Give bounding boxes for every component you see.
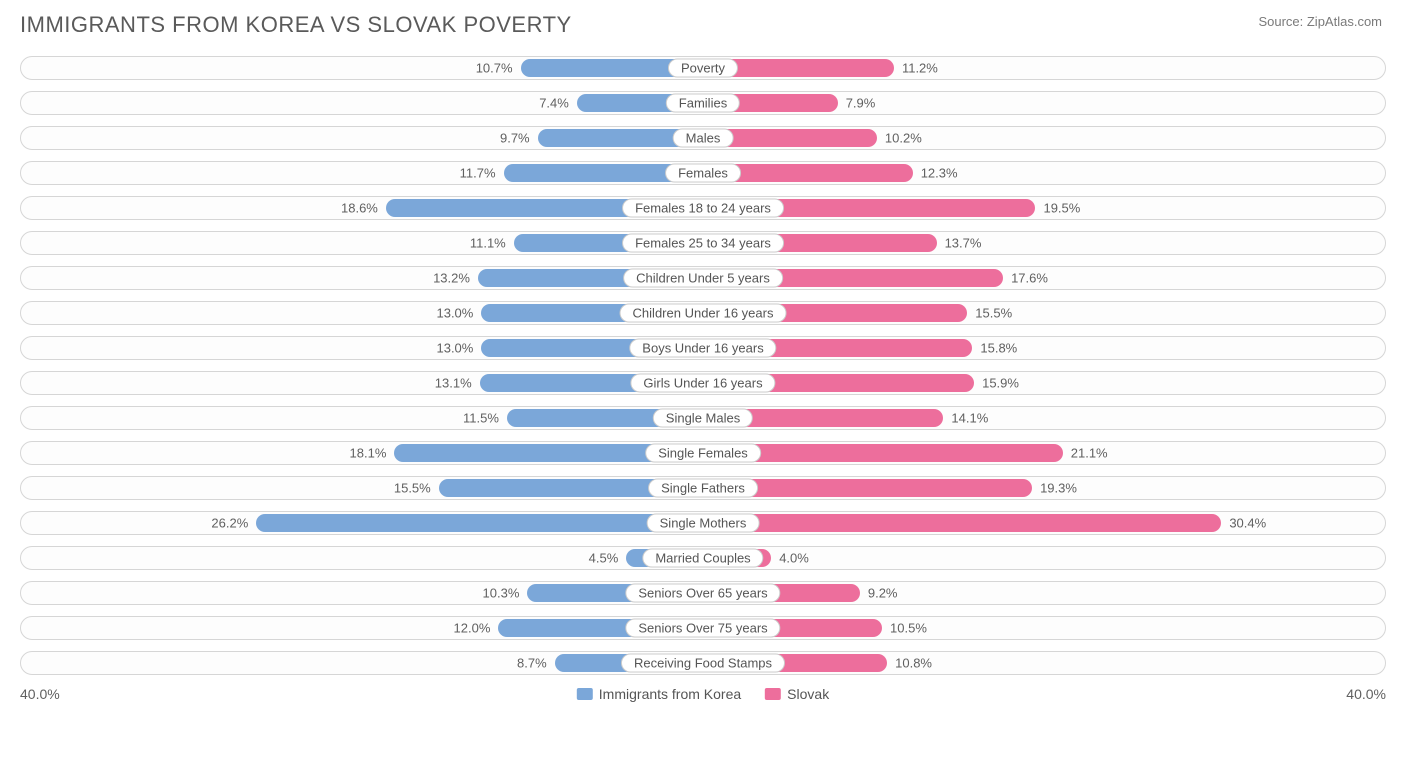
legend-swatch-right <box>765 688 781 700</box>
value-label-left: 13.0% <box>436 341 473 356</box>
value-label-left: 4.5% <box>589 551 619 566</box>
value-label-right: 21.1% <box>1071 446 1108 461</box>
value-label-left: 13.2% <box>433 271 470 286</box>
legend-label-right: Slovak <box>787 686 829 702</box>
chart-row: 7.4% 7.9% Families <box>20 91 1386 115</box>
value-label-left: 18.6% <box>341 201 378 216</box>
value-label-right: 10.8% <box>895 656 932 671</box>
value-label-left: 18.1% <box>350 446 387 461</box>
chart-row: 11.1% 13.7% Females 25 to 34 years <box>20 231 1386 255</box>
chart-row: 13.0% 15.8% Boys Under 16 years <box>20 336 1386 360</box>
chart-row: 13.0% 15.5% Children Under 16 years <box>20 301 1386 325</box>
category-label: Families <box>666 94 740 113</box>
legend-item-right: Slovak <box>765 686 829 702</box>
category-label: Females 25 to 34 years <box>622 234 784 253</box>
legend-swatch-left <box>577 688 593 700</box>
category-label: Married Couples <box>642 549 763 568</box>
value-label-left: 10.7% <box>476 61 513 76</box>
value-label-right: 9.2% <box>868 586 898 601</box>
chart-row: 4.5% 4.0% Married Couples <box>20 546 1386 570</box>
value-label-right: 11.2% <box>902 61 938 76</box>
legend: Immigrants from Korea Slovak <box>577 686 829 702</box>
chart-row: 13.1% 15.9% Girls Under 16 years <box>20 371 1386 395</box>
legend-item-left: Immigrants from Korea <box>577 686 741 702</box>
value-label-left: 11.1% <box>470 236 506 251</box>
value-label-left: 15.5% <box>394 481 431 496</box>
category-label: Males <box>673 129 734 148</box>
value-label-right: 19.3% <box>1040 481 1077 496</box>
source-attribution: Source: ZipAtlas.com <box>1258 14 1382 29</box>
chart-row: 11.5% 14.1% Single Males <box>20 406 1386 430</box>
chart-row: 11.7% 12.3% Females <box>20 161 1386 185</box>
chart-row: 26.2% 30.4% Single Mothers <box>20 511 1386 535</box>
chart-row: 10.3% 9.2% Seniors Over 65 years <box>20 581 1386 605</box>
category-label: Single Fathers <box>648 479 758 498</box>
value-label-right: 10.5% <box>890 621 927 636</box>
category-label: Females <box>665 164 741 183</box>
chart-row: 9.7% 10.2% Males <box>20 126 1386 150</box>
value-label-right: 7.9% <box>846 96 876 111</box>
chart-row: 18.1% 21.1% Single Females <box>20 441 1386 465</box>
axis-row: 40.0% Immigrants from Korea Slovak 40.0% <box>20 686 1386 708</box>
value-label-left: 13.1% <box>435 376 472 391</box>
value-label-right: 15.5% <box>975 306 1012 321</box>
diverging-bar-chart: 10.7% 11.2% Poverty 7.4% 7.9% Families 9.7% 10.… <box>20 56 1386 675</box>
value-label-left: 8.7% <box>517 656 547 671</box>
category-label: Children Under 16 years <box>620 304 787 323</box>
value-label-right: 13.7% <box>945 236 982 251</box>
value-label-right: 30.4% <box>1229 516 1266 531</box>
value-label-right: 19.5% <box>1043 201 1080 216</box>
value-label-left: 13.0% <box>436 306 473 321</box>
chart-row: 18.6% 19.5% Females 18 to 24 years <box>20 196 1386 220</box>
value-label-right: 12.3% <box>921 166 958 181</box>
value-label-left: 11.5% <box>463 411 499 426</box>
legend-label-left: Immigrants from Korea <box>599 686 741 702</box>
value-label-left: 26.2% <box>211 516 248 531</box>
value-label-left: 10.3% <box>483 586 520 601</box>
category-label: Single Females <box>645 444 761 463</box>
value-label-right: 17.6% <box>1011 271 1048 286</box>
category-label: Poverty <box>668 59 738 78</box>
value-label-right: 14.1% <box>951 411 988 426</box>
axis-max-left: 40.0% <box>20 686 60 702</box>
bar-left <box>256 514 703 532</box>
chart-row: 12.0% 10.5% Seniors Over 75 years <box>20 616 1386 640</box>
value-label-right: 4.0% <box>779 551 809 566</box>
category-label: Seniors Over 75 years <box>625 619 780 638</box>
value-label-right: 15.9% <box>982 376 1019 391</box>
value-label-left: 11.7% <box>460 166 496 181</box>
value-label-right: 10.2% <box>885 131 922 146</box>
category-label: Females 18 to 24 years <box>622 199 784 218</box>
category-label: Single Males <box>653 409 753 428</box>
category-label: Receiving Food Stamps <box>621 654 785 673</box>
value-label-left: 12.0% <box>454 621 491 636</box>
chart-row: 8.7% 10.8% Receiving Food Stamps <box>20 651 1386 675</box>
chart-row: 13.2% 17.6% Children Under 5 years <box>20 266 1386 290</box>
chart-row: 10.7% 11.2% Poverty <box>20 56 1386 80</box>
value-label-left: 9.7% <box>500 131 530 146</box>
category-label: Girls Under 16 years <box>630 374 775 393</box>
axis-max-right: 40.0% <box>1346 686 1386 702</box>
category-label: Single Mothers <box>647 514 760 533</box>
chart-title: IMMIGRANTS FROM KOREA VS SLOVAK POVERTY <box>20 12 1386 38</box>
chart-row: 15.5% 19.3% Single Fathers <box>20 476 1386 500</box>
value-label-left: 7.4% <box>539 96 569 111</box>
category-label: Children Under 5 years <box>623 269 783 288</box>
category-label: Seniors Over 65 years <box>625 584 780 603</box>
value-label-right: 15.8% <box>980 341 1017 356</box>
bar-right <box>703 514 1221 532</box>
category-label: Boys Under 16 years <box>629 339 776 358</box>
